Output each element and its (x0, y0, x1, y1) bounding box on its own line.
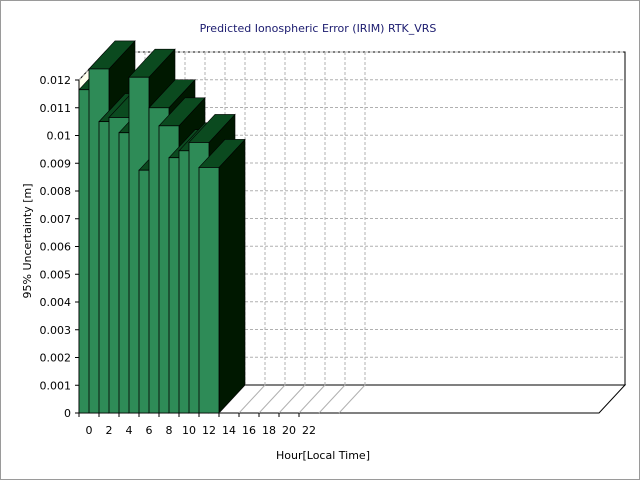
y-tick-label: 0.001 (40, 379, 72, 392)
x-tick-label: 4 (126, 424, 133, 437)
x-tick-label: 8 (166, 424, 173, 437)
chart-bars (78, 40, 246, 414)
y-tick-label: 0.01 (47, 130, 72, 143)
x-axis-ticks: 0 2 4 6 8 10 12 14 16 18 20 22 (78, 413, 316, 437)
grid-line-floor (318, 384, 346, 414)
grid-line-floor (298, 384, 326, 414)
x-tick-label: 22 (302, 424, 316, 437)
grid-line-floor (258, 384, 286, 414)
y-axis-ticks: 0 0.001 0.002 0.003 0.004 0.005 0.006 0.007 0.00… (40, 74, 79, 420)
y-tick-label: 0.004 (40, 296, 72, 309)
x-tick-label: 16 (242, 424, 256, 437)
x-tick-label: 12 (202, 424, 216, 437)
bar-front (198, 167, 220, 414)
y-tick-label: 0.012 (40, 74, 72, 87)
x-tick-label: 14 (222, 424, 236, 437)
bar-side (218, 138, 246, 414)
y-tick-label: 0.008 (40, 185, 72, 198)
y-axis-label: 95% Uncertainty [m] (21, 183, 34, 298)
y-tick-label: 0.007 (40, 213, 72, 226)
y-tick-label: 0 (64, 407, 71, 420)
y-tick-label: 0.005 (40, 268, 72, 281)
y-tick-label: 0.006 (40, 241, 72, 254)
grid-line-floor (278, 384, 306, 414)
y-tick-label: 0.009 (40, 157, 72, 170)
y-tick-label: 0.011 (40, 102, 72, 115)
grid-line-floor (338, 384, 366, 414)
x-tick-label: 2 (106, 424, 113, 437)
y-tick-label: 0.003 (40, 324, 72, 337)
y-tick-label: 0.002 (40, 352, 72, 365)
x-tick-label: 10 (182, 424, 196, 437)
x-axis-label: Hour[Local Time] (276, 449, 370, 462)
bar-12 (198, 138, 246, 414)
x-tick-label: 20 (282, 424, 296, 437)
x-tick-label: 0 (86, 424, 93, 437)
grid-line-floor (238, 384, 266, 414)
x-tick-label: 6 (146, 424, 153, 437)
x-tick-label: 18 (262, 424, 276, 437)
chart-title: Predicted Ionospheric Error (IRIM) RTK_V… (200, 22, 437, 35)
